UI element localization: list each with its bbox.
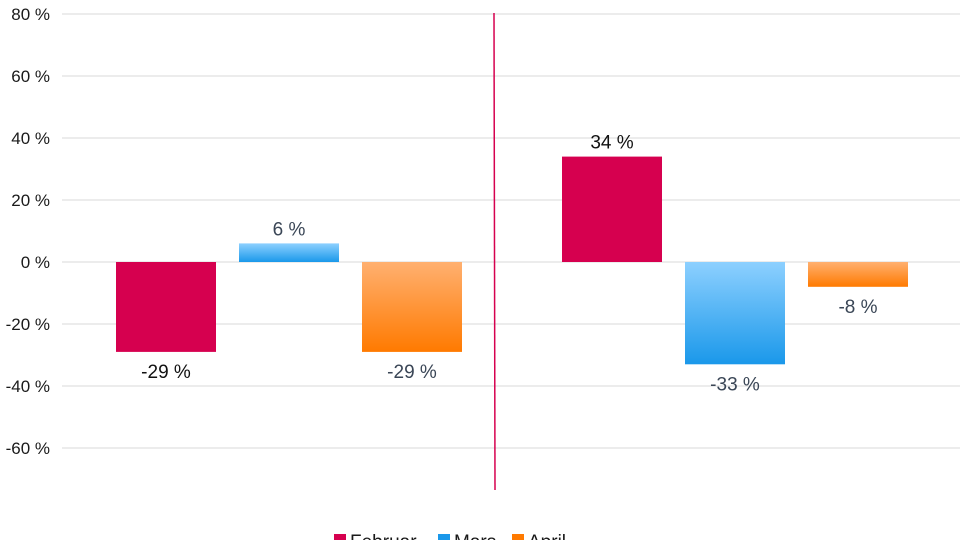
bar-mars-group-1 xyxy=(239,243,339,262)
bar-april-group-1 xyxy=(362,262,462,352)
y-tick-label: -60 % xyxy=(6,439,50,458)
bar-februar-group-1 xyxy=(116,262,216,352)
data-label-april-group-2: -8 % xyxy=(838,297,877,318)
y-tick-label: 60 % xyxy=(11,67,50,86)
bar-mars-group-2 xyxy=(685,262,785,365)
grid xyxy=(62,13,960,449)
y-tick-label: -20 % xyxy=(6,315,50,334)
legend-swatch-mars xyxy=(438,534,450,540)
y-tick-label: 20 % xyxy=(11,191,50,210)
y-axis: 80 % 60 % 40 % 20 % 0 % -20 % -40 % -60 % xyxy=(6,5,50,458)
y-tick-label: -40 % xyxy=(6,377,50,396)
bar-april-group-2 xyxy=(808,262,908,287)
data-label-april-group-1: -29 % xyxy=(387,362,437,383)
legend-swatch-april xyxy=(512,534,524,540)
legend: Februar Mars April xyxy=(334,532,566,540)
y-tick-label: 0 % xyxy=(21,253,50,272)
y-tick-label: 40 % xyxy=(11,129,50,148)
data-label-februar-group-2: 34 % xyxy=(590,133,633,154)
legend-label-mars: Mars xyxy=(454,532,496,540)
y-tick-label: 80 % xyxy=(11,5,50,24)
data-label-februar-group-1: -29 % xyxy=(141,362,191,383)
bar-februar-group-2 xyxy=(562,156,662,262)
legend-swatch-februar xyxy=(334,534,346,540)
bars xyxy=(116,156,908,365)
group-divider xyxy=(493,12,496,491)
data-labels: -29 % 34 % 6 % -33 % -29 % -8 % xyxy=(141,133,877,396)
legend-label-april: April xyxy=(528,532,566,540)
data-label-mars-group-2: -33 % xyxy=(710,374,760,395)
data-label-mars-group-1: 6 % xyxy=(273,219,306,240)
legend-label-februar: Februar xyxy=(350,532,417,540)
